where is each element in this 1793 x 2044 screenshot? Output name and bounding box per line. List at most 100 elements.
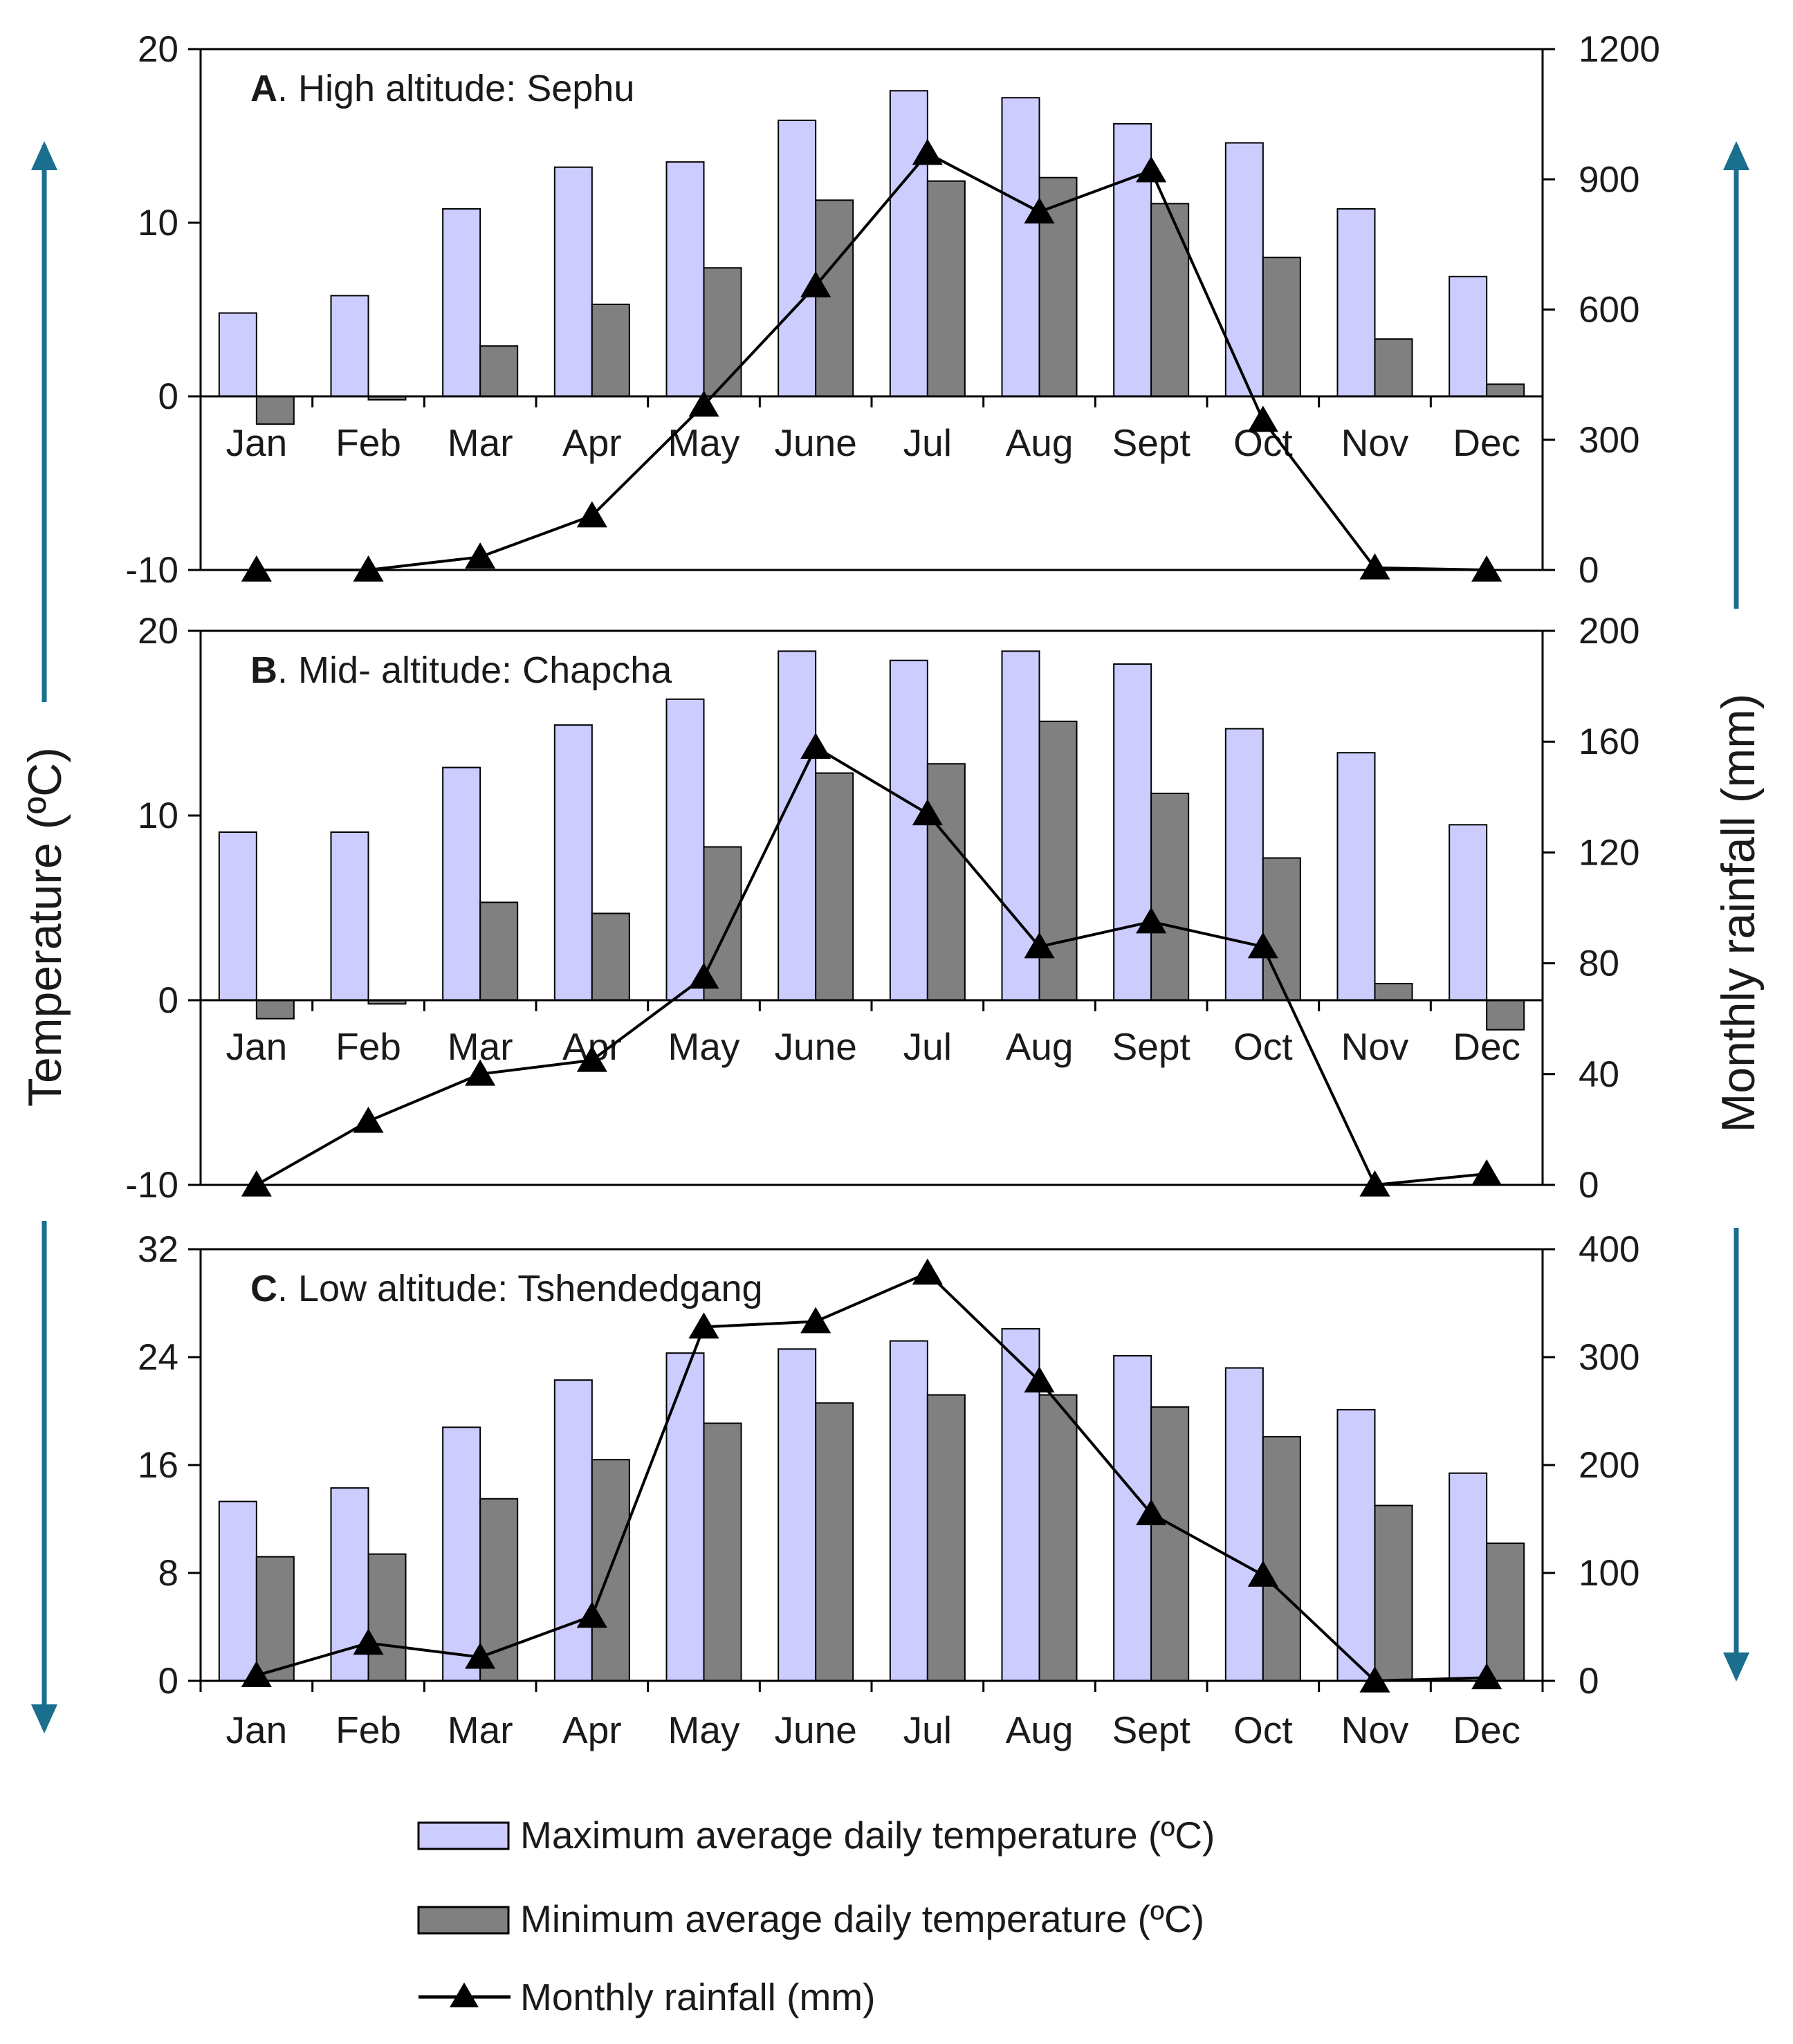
- left-axis-title: Temperature (ºC): [19, 747, 71, 1107]
- max-temp-bar: [1224, 142, 1264, 397]
- min-temp-bar: [1262, 257, 1301, 398]
- max-temp-bar: [889, 1340, 928, 1682]
- min-temp-bar: [1374, 338, 1413, 398]
- max-temp-bar: [665, 161, 705, 397]
- rainfall-marker: [1247, 932, 1278, 959]
- month-label: Apr: [562, 421, 622, 464]
- min-temp-bar: [591, 303, 630, 397]
- panel-title: B. Mid- altitude: Chapcha: [250, 650, 672, 691]
- min-temp-bar: [255, 396, 295, 425]
- rainfall-marker: [1136, 907, 1167, 934]
- left-tick-label: 10: [138, 203, 178, 243]
- panel-title: A. High altitude: Sephu: [250, 68, 634, 109]
- panel-title-text: . Mid- altitude: Chapcha: [277, 650, 672, 691]
- panel-title-text: . Low altitude: Tshendedgang: [277, 1268, 763, 1309]
- rainfall-marker: [800, 733, 831, 759]
- rainfall-line: [256, 151, 1487, 571]
- left-tick-label: -10: [125, 1165, 178, 1206]
- right-tick-label: 160: [1579, 721, 1639, 762]
- month-label: Oct: [1233, 1025, 1293, 1068]
- rainfall-marker: [241, 555, 272, 582]
- left-tick-label: 0: [158, 376, 178, 417]
- rainfall-marker: [576, 501, 607, 528]
- max-temp-bar: [553, 166, 593, 397]
- right-tick-label: 0: [1579, 550, 1599, 591]
- rainfall-marker: [1024, 1366, 1055, 1393]
- rainfall-marker: [1471, 1159, 1502, 1186]
- left-tick-label: 10: [138, 795, 178, 836]
- rainfall-marker: [1024, 932, 1055, 959]
- rainfall-marker: [576, 1045, 607, 1072]
- right-axis-title: Monthly rainfall (mm): [1712, 694, 1765, 1133]
- left-tick-label: 20: [138, 29, 178, 70]
- right-tick-label: 200: [1579, 1445, 1639, 1486]
- left-up-arrow-head: [31, 141, 57, 170]
- month-label: Jan: [226, 1025, 287, 1068]
- rainfall-marker: [1471, 555, 1502, 582]
- max-temp-bar: [889, 659, 928, 1001]
- right-tick-label: 600: [1579, 290, 1639, 331]
- rainfall-line: [255, 745, 1487, 1187]
- max-temp-bar: [665, 698, 705, 1001]
- left-tick-label: 16: [138, 1445, 178, 1486]
- rainfall-marker: [353, 1628, 384, 1655]
- max-temp-bar: [442, 1426, 481, 1682]
- rainfall-marker: [465, 1642, 496, 1669]
- right-up-arrow-head: [1723, 141, 1749, 170]
- min-temp-bar: [1038, 720, 1078, 1001]
- month-label: May: [668, 1025, 740, 1068]
- rainfall-marker: [688, 390, 719, 417]
- min-temp-bar: [926, 180, 966, 397]
- month-label: Nov: [1341, 1025, 1409, 1068]
- max-temp-bar: [553, 724, 593, 1002]
- max-temp-bar: [1224, 1367, 1264, 1682]
- month-label: Dec: [1453, 421, 1520, 464]
- rainfall-marker: [1359, 1666, 1390, 1693]
- min-temp-bar: [1374, 1504, 1413, 1682]
- month-label: May: [668, 1709, 740, 1751]
- rainfall-marker: [1247, 1560, 1278, 1587]
- rainfall-marker: [576, 1601, 607, 1628]
- left-tick-label: 0: [158, 1661, 178, 1702]
- panel-title-letter: A: [250, 68, 277, 109]
- max-temp-bar: [1449, 275, 1488, 397]
- month-label: Jan: [226, 421, 287, 464]
- month-label: May: [668, 421, 740, 464]
- max-temp-bar: [1113, 663, 1152, 1001]
- max-temp-bar: [1001, 650, 1040, 1001]
- month-label: Jul: [903, 1709, 952, 1751]
- min-temp-bar: [1262, 857, 1301, 1002]
- month-label: Aug: [1006, 421, 1074, 464]
- min-temp-bar: [1486, 383, 1525, 397]
- month-label: June: [775, 421, 857, 464]
- rainfall-marker: [241, 1170, 272, 1197]
- panel-a: 20 10 0 -10 1200 900 600 300 0 Jan Feb Mar Apr May Jun…: [125, 29, 1660, 591]
- min-temp-bar: [1486, 1000, 1525, 1031]
- max-temp-bar: [889, 90, 928, 398]
- rainfall-marker: [465, 542, 496, 569]
- min-temp-bar: [926, 1394, 966, 1682]
- min-temp-bar: [1374, 982, 1413, 1001]
- min-temp-bar: [1150, 792, 1190, 1001]
- max-temp-bar: [330, 831, 369, 1002]
- rainfall-marker: [1359, 553, 1390, 580]
- panel-title-letter: C: [250, 1268, 277, 1309]
- max-temp-bar: [1001, 97, 1040, 397]
- left-tick-label: 24: [138, 1337, 178, 1378]
- max-temp-bar: [330, 295, 369, 398]
- max-temp-bar: [442, 766, 481, 1001]
- panel-title-text: . High altitude: Sephu: [277, 68, 634, 109]
- rainfall-marker: [1471, 1663, 1502, 1690]
- right-tick-label: 0: [1579, 1165, 1599, 1206]
- rainfall-marker: [800, 1307, 831, 1334]
- month-label: Jul: [903, 421, 952, 464]
- max-temp-bar: [1336, 1409, 1376, 1682]
- rainfall-marker: [912, 799, 943, 826]
- max-temp-bar: [1449, 824, 1488, 1001]
- max-temp-bar: [1336, 752, 1376, 1001]
- month-label: Aug: [1006, 1025, 1074, 1068]
- month-label: Sept: [1112, 421, 1190, 464]
- left-tick-label: 20: [138, 611, 178, 652]
- min-temp-bar: [703, 1422, 742, 1682]
- max-temp-bar: [1449, 1472, 1488, 1682]
